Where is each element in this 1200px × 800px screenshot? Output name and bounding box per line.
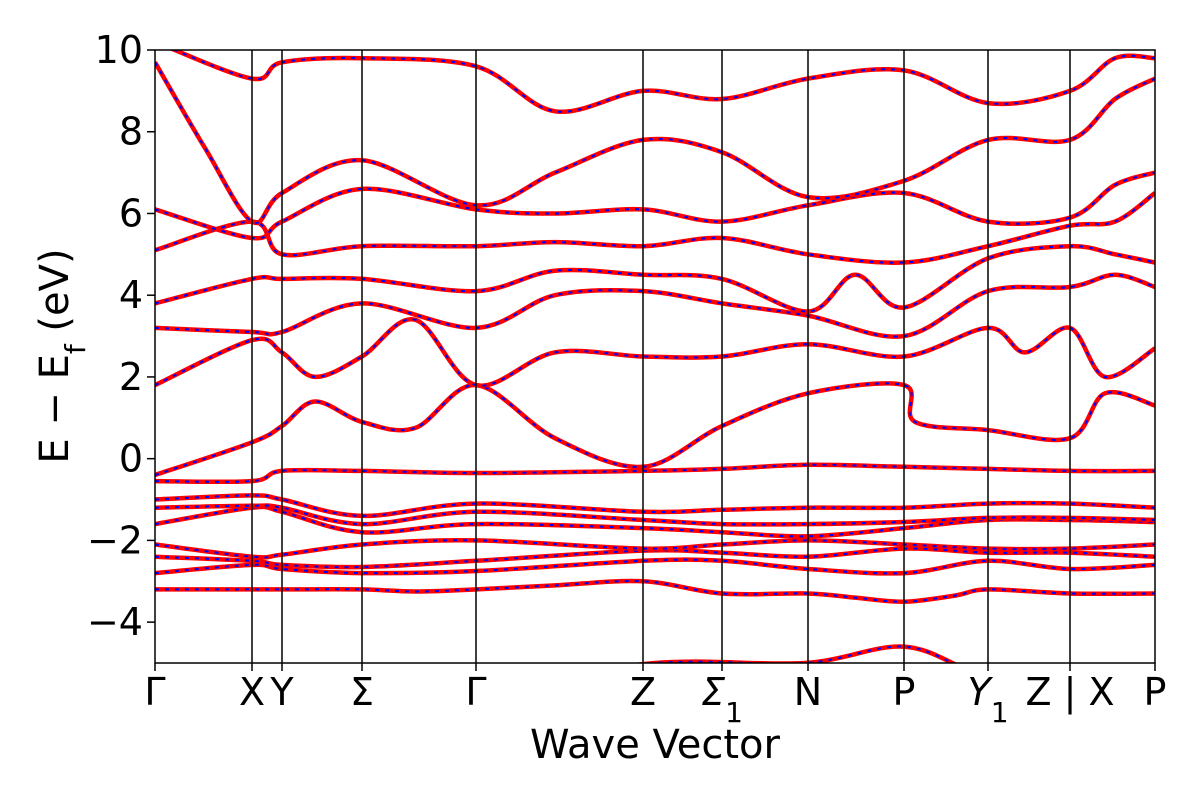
x-tick-label: Z	[630, 670, 656, 714]
band-line-dashed-8	[155, 463, 1155, 483]
band-line-dashed-13	[155, 192, 1155, 264]
x-tick-label: Γ	[465, 670, 486, 714]
y-tick-label: 0	[119, 437, 143, 481]
y-axis-label: E − Ef (eV)	[32, 248, 92, 463]
y-tick-label: −2	[87, 518, 143, 562]
band-line-dashed-6	[155, 504, 1155, 526]
x-tick-label: Σ	[350, 670, 374, 714]
band-line-dashed-12	[155, 245, 1155, 313]
band-line-dashed-5	[155, 505, 1155, 538]
x-tick-label: N	[794, 670, 822, 714]
band-line-9	[155, 381, 1155, 478]
x-tick-label: Γ	[144, 670, 165, 714]
band-line-15	[155, 61, 1155, 226]
y-tick-label: 4	[119, 273, 143, 317]
x-tick-label: P	[893, 670, 916, 714]
band-line-dashed-10	[155, 318, 1155, 387]
band-line-10	[155, 317, 1155, 388]
band-line-dashed-4	[155, 539, 1155, 559]
y-tick-label: 10	[95, 28, 143, 72]
band-line-8	[155, 462, 1155, 485]
band-line-dashed-3	[155, 547, 1155, 569]
band-line-dashed-7	[155, 494, 1155, 517]
band-line-dashed-15	[155, 61, 1155, 224]
plot-frame	[154, 49, 1156, 664]
x-tick-label: P	[1144, 670, 1167, 714]
x-tick-label: Z | X	[1025, 670, 1114, 715]
y-tick-label: 2	[119, 355, 143, 399]
y-tick-label: 8	[119, 110, 143, 154]
y-axis-ticks: −4 −2 0 2 4 6 8 10	[87, 28, 155, 644]
band-line-dashed-11	[155, 273, 1155, 338]
y-tick-label: −4	[87, 600, 143, 644]
high-symmetry-lines	[251, 50, 1071, 663]
x-tick-label: X	[239, 670, 265, 714]
band-line-1	[155, 578, 1155, 604]
band-line-dashed-1	[155, 580, 1155, 603]
band-lines	[155, 50, 1155, 663]
x-tick-label: Y1	[967, 670, 1008, 729]
band-line-14	[155, 170, 1155, 241]
x-axis-ticks: Γ X Y Σ Γ Z Σ1 N P Y1 Z | X P	[144, 663, 1166, 729]
x-tick-label: Σ1	[701, 670, 743, 729]
band-line-dashed-14	[155, 171, 1155, 240]
band-line-dashed-9	[155, 382, 1155, 476]
x-tick-label: Y	[269, 670, 294, 714]
band-line-dashed-16	[172, 50, 1155, 113]
band-line-16	[168, 50, 1155, 115]
band-line-11	[155, 272, 1155, 339]
x-axis-label: Wave Vector	[530, 722, 781, 768]
y-tick-label: 6	[119, 191, 143, 235]
